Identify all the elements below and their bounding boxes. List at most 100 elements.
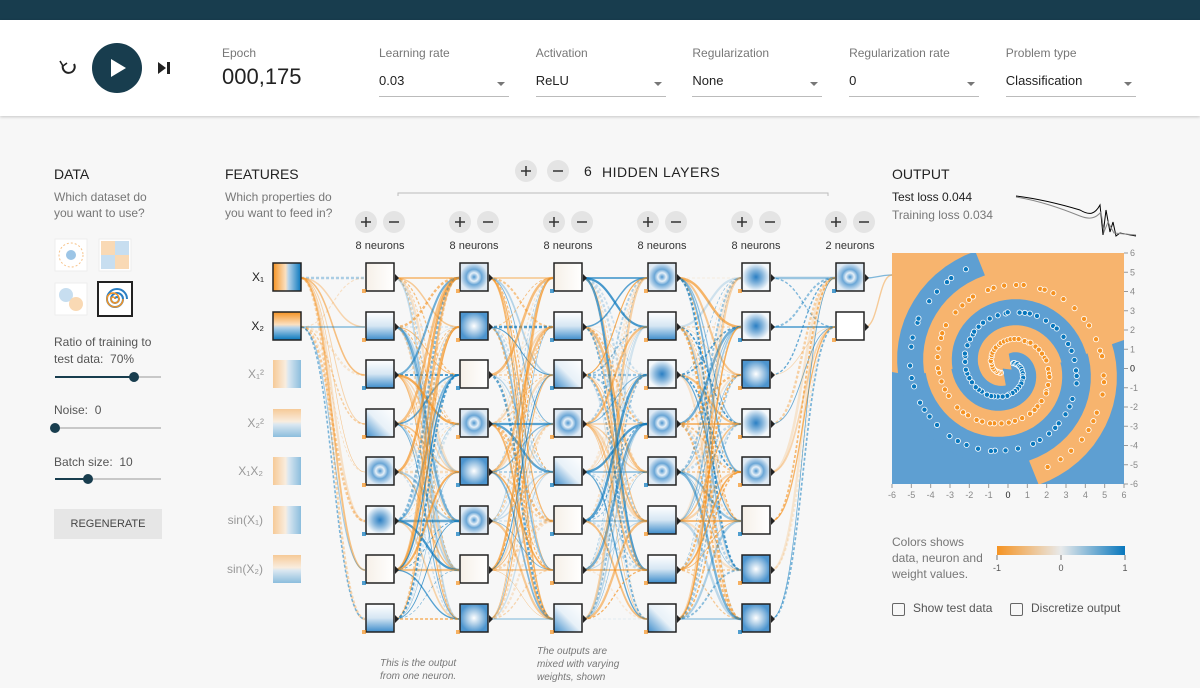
neuron[interactable] bbox=[647, 262, 677, 292]
neuron[interactable] bbox=[365, 311, 395, 341]
neuron[interactable] bbox=[553, 603, 583, 633]
x-tick-label: 3 bbox=[1063, 490, 1068, 500]
weight-line bbox=[582, 277, 648, 571]
slider-thumb[interactable] bbox=[50, 423, 60, 433]
control-value[interactable]: Classification bbox=[1005, 73, 1083, 88]
neuron[interactable] bbox=[835, 262, 865, 292]
slider-thumb[interactable] bbox=[129, 372, 139, 382]
data-point bbox=[1073, 372, 1080, 379]
neuron[interactable] bbox=[365, 554, 395, 584]
neuron[interactable] bbox=[647, 456, 677, 486]
data-point bbox=[1073, 380, 1080, 387]
data-point bbox=[980, 319, 987, 326]
bias-marker bbox=[738, 532, 742, 536]
neuron[interactable] bbox=[459, 554, 489, 584]
neuron[interactable] bbox=[741, 408, 771, 438]
neuron[interactable] bbox=[647, 311, 677, 341]
neuron[interactable] bbox=[647, 554, 677, 584]
playback-controls bbox=[59, 43, 170, 93]
feature-node[interactable] bbox=[273, 555, 301, 583]
data-point bbox=[1043, 390, 1050, 397]
annotation-neuron: This is the output from one neuron. bbox=[380, 657, 456, 683]
neuron[interactable] bbox=[365, 408, 395, 438]
feature-node[interactable] bbox=[272, 311, 302, 341]
control-value[interactable]: None bbox=[692, 73, 724, 88]
neuron[interactable] bbox=[741, 603, 771, 633]
feature-node[interactable] bbox=[273, 409, 301, 437]
batch-label: Batch size: 10 bbox=[54, 455, 133, 469]
neuron[interactable] bbox=[459, 603, 489, 633]
feature-label: sin(X₁) bbox=[227, 513, 263, 527]
checkbox[interactable] bbox=[1010, 603, 1023, 616]
neuron[interactable] bbox=[647, 408, 677, 438]
weight-line bbox=[488, 277, 554, 522]
neuron[interactable] bbox=[459, 359, 489, 389]
dataset-xor[interactable] bbox=[98, 238, 132, 272]
regenerate-button[interactable]: REGENERATE bbox=[54, 509, 162, 539]
bias-marker bbox=[738, 630, 742, 634]
neuron[interactable] bbox=[741, 456, 771, 486]
neuron[interactable] bbox=[553, 359, 583, 389]
dataset-circle[interactable] bbox=[54, 238, 88, 272]
neuron[interactable] bbox=[741, 505, 771, 535]
neuron[interactable] bbox=[553, 554, 583, 584]
reset-button[interactable] bbox=[59, 60, 76, 74]
slider-thumb[interactable] bbox=[83, 474, 93, 484]
weight-line bbox=[676, 374, 742, 620]
bias-marker bbox=[362, 581, 366, 585]
control-label: Activation bbox=[535, 46, 588, 60]
feature-node[interactable] bbox=[273, 457, 301, 485]
neuron[interactable] bbox=[553, 311, 583, 341]
epoch-label: Epoch bbox=[222, 46, 257, 60]
neuron[interactable] bbox=[459, 505, 489, 535]
data-point bbox=[1090, 418, 1097, 425]
neuron[interactable] bbox=[741, 262, 771, 292]
neuron[interactable] bbox=[741, 359, 771, 389]
neuron-arrow bbox=[677, 566, 681, 574]
control-value[interactable]: 0 bbox=[849, 73, 857, 88]
neuron[interactable] bbox=[647, 603, 677, 633]
neuron[interactable] bbox=[459, 456, 489, 486]
weight-line bbox=[488, 374, 554, 620]
data-point bbox=[934, 421, 941, 428]
control-value[interactable]: ReLU bbox=[535, 73, 569, 88]
neuron[interactable] bbox=[365, 603, 395, 633]
neuron[interactable] bbox=[365, 505, 395, 535]
y-tick-label: 3 bbox=[1130, 306, 1135, 316]
neuron[interactable] bbox=[741, 311, 771, 341]
feature-node[interactable] bbox=[272, 262, 302, 292]
feature-node[interactable] bbox=[273, 360, 301, 388]
neuron[interactable] bbox=[365, 456, 395, 486]
data-point bbox=[972, 384, 979, 391]
neuron[interactable] bbox=[553, 408, 583, 438]
data-point bbox=[1060, 296, 1067, 303]
neuron[interactable] bbox=[647, 505, 677, 535]
neuron[interactable] bbox=[741, 554, 771, 584]
neuron[interactable] bbox=[459, 408, 489, 438]
neuron[interactable] bbox=[365, 359, 395, 389]
y-tick-label: 5 bbox=[1130, 267, 1135, 277]
step-button[interactable] bbox=[158, 62, 170, 74]
dataset-spiral[interactable] bbox=[97, 281, 133, 317]
neuron[interactable] bbox=[647, 359, 677, 389]
neuron[interactable] bbox=[459, 262, 489, 292]
neuron[interactable] bbox=[835, 311, 865, 341]
data-point bbox=[941, 386, 948, 393]
control-value[interactable]: 0.03 bbox=[379, 73, 405, 88]
weight-line bbox=[582, 374, 648, 620]
dataset-picker bbox=[54, 238, 133, 317]
neuron[interactable] bbox=[365, 262, 395, 292]
neuron[interactable] bbox=[553, 456, 583, 486]
neuron[interactable] bbox=[553, 262, 583, 292]
data-point bbox=[984, 287, 991, 294]
weight-line bbox=[300, 277, 366, 571]
data-point bbox=[1081, 315, 1088, 322]
checkbox[interactable] bbox=[892, 603, 905, 616]
weight-line bbox=[582, 326, 648, 620]
neuron[interactable] bbox=[459, 311, 489, 341]
data-point bbox=[1046, 430, 1053, 437]
feature-node[interactable] bbox=[273, 506, 301, 534]
dataset-gauss[interactable] bbox=[54, 282, 88, 316]
neuron[interactable] bbox=[553, 505, 583, 535]
bias-marker bbox=[362, 483, 366, 487]
